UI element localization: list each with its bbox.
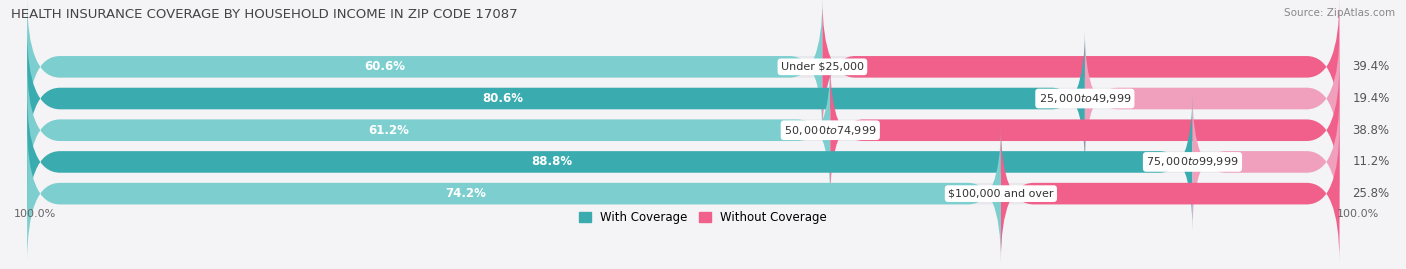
FancyBboxPatch shape bbox=[27, 93, 1340, 231]
FancyBboxPatch shape bbox=[27, 125, 1340, 262]
Text: 60.6%: 60.6% bbox=[364, 60, 405, 73]
Text: $50,000 to $74,999: $50,000 to $74,999 bbox=[785, 124, 876, 137]
Text: 19.4%: 19.4% bbox=[1353, 92, 1391, 105]
Text: Under $25,000: Under $25,000 bbox=[780, 62, 863, 72]
Text: 80.6%: 80.6% bbox=[482, 92, 523, 105]
Text: $75,000 to $99,999: $75,000 to $99,999 bbox=[1146, 155, 1239, 168]
FancyBboxPatch shape bbox=[27, 62, 1340, 199]
FancyBboxPatch shape bbox=[27, 125, 1001, 262]
Text: $100,000 and over: $100,000 and over bbox=[948, 189, 1053, 199]
Text: 100.0%: 100.0% bbox=[14, 209, 56, 219]
FancyBboxPatch shape bbox=[1192, 93, 1340, 231]
FancyBboxPatch shape bbox=[27, 93, 1192, 231]
FancyBboxPatch shape bbox=[1001, 125, 1340, 262]
FancyBboxPatch shape bbox=[27, 0, 823, 135]
Text: 100.0%: 100.0% bbox=[1337, 209, 1379, 219]
Text: 38.8%: 38.8% bbox=[1353, 124, 1389, 137]
Text: 11.2%: 11.2% bbox=[1353, 155, 1391, 168]
Legend: With Coverage, Without Coverage: With Coverage, Without Coverage bbox=[574, 206, 832, 229]
FancyBboxPatch shape bbox=[27, 30, 1340, 167]
Text: 74.2%: 74.2% bbox=[444, 187, 486, 200]
Text: 88.8%: 88.8% bbox=[531, 155, 572, 168]
Text: $25,000 to $49,999: $25,000 to $49,999 bbox=[1039, 92, 1130, 105]
Text: Source: ZipAtlas.com: Source: ZipAtlas.com bbox=[1284, 8, 1395, 18]
FancyBboxPatch shape bbox=[27, 0, 1340, 135]
Text: 61.2%: 61.2% bbox=[368, 124, 409, 137]
FancyBboxPatch shape bbox=[27, 30, 1085, 167]
FancyBboxPatch shape bbox=[831, 62, 1340, 199]
Text: 39.4%: 39.4% bbox=[1353, 60, 1389, 73]
Text: 25.8%: 25.8% bbox=[1353, 187, 1389, 200]
FancyBboxPatch shape bbox=[823, 0, 1340, 135]
FancyBboxPatch shape bbox=[1085, 30, 1340, 167]
Text: HEALTH INSURANCE COVERAGE BY HOUSEHOLD INCOME IN ZIP CODE 17087: HEALTH INSURANCE COVERAGE BY HOUSEHOLD I… bbox=[11, 8, 517, 21]
FancyBboxPatch shape bbox=[27, 62, 831, 199]
